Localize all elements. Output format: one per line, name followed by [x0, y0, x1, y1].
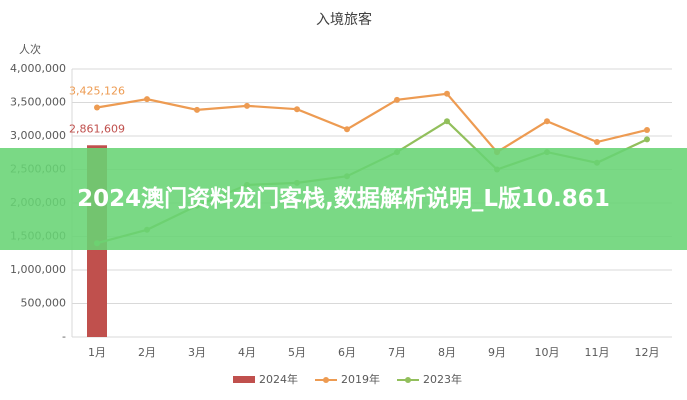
legend-swatch [233, 376, 255, 383]
legend-label: 2019年 [341, 372, 380, 386]
x-tick-label: 10月 [535, 346, 560, 359]
x-tick-label: 12月 [635, 346, 660, 359]
line [96, 92, 648, 154]
y-tick-label: 4,000,000 [10, 62, 66, 75]
y-tick-label: - [62, 330, 66, 343]
line-point [544, 118, 550, 125]
line-point [344, 126, 350, 133]
legend-swatch [405, 377, 411, 383]
legend-label: 2024年 [259, 372, 298, 386]
x-tick-label: 8月 [438, 346, 456, 359]
x-tick-label: 4月 [238, 346, 256, 359]
data-label: 2,861,609 [69, 122, 125, 135]
line-point [144, 96, 150, 103]
y-tick-label: 500,000 [21, 297, 67, 310]
x-tick-label: 9月 [488, 346, 506, 359]
line-point [394, 96, 400, 103]
line-point [94, 104, 100, 111]
legend-swatch [323, 377, 329, 383]
line-point [244, 102, 250, 109]
overlay-banner: 2024澳门资料龙门客栈,数据解析说明_L版10.861 [0, 148, 687, 250]
y-axis-label: 人次 [19, 42, 41, 56]
x-tick-label: 11月 [585, 346, 610, 359]
x-tick-label: 2月 [138, 346, 156, 359]
y-tick-label: 3,500,000 [10, 96, 66, 109]
x-tick-label: 5月 [288, 346, 306, 359]
line-point [194, 106, 200, 113]
legend-label: 2023年 [423, 372, 462, 386]
line-point [594, 139, 600, 146]
chart-title: 入境旅客 [316, 11, 372, 28]
data-label: 3,425,126 [69, 85, 125, 98]
x-tick-label: 6月 [338, 346, 356, 359]
line-point [644, 136, 650, 143]
x-tick-label: 7月 [388, 346, 406, 359]
x-tick-label: 1月 [88, 346, 106, 359]
line-point [294, 106, 300, 113]
x-tick-label: 3月 [188, 346, 206, 359]
line-point [644, 126, 650, 133]
y-tick-label: 1,000,000 [10, 263, 66, 276]
line-point [444, 90, 450, 97]
y-tick-label: 3,000,000 [10, 129, 66, 142]
line-point [444, 118, 450, 125]
